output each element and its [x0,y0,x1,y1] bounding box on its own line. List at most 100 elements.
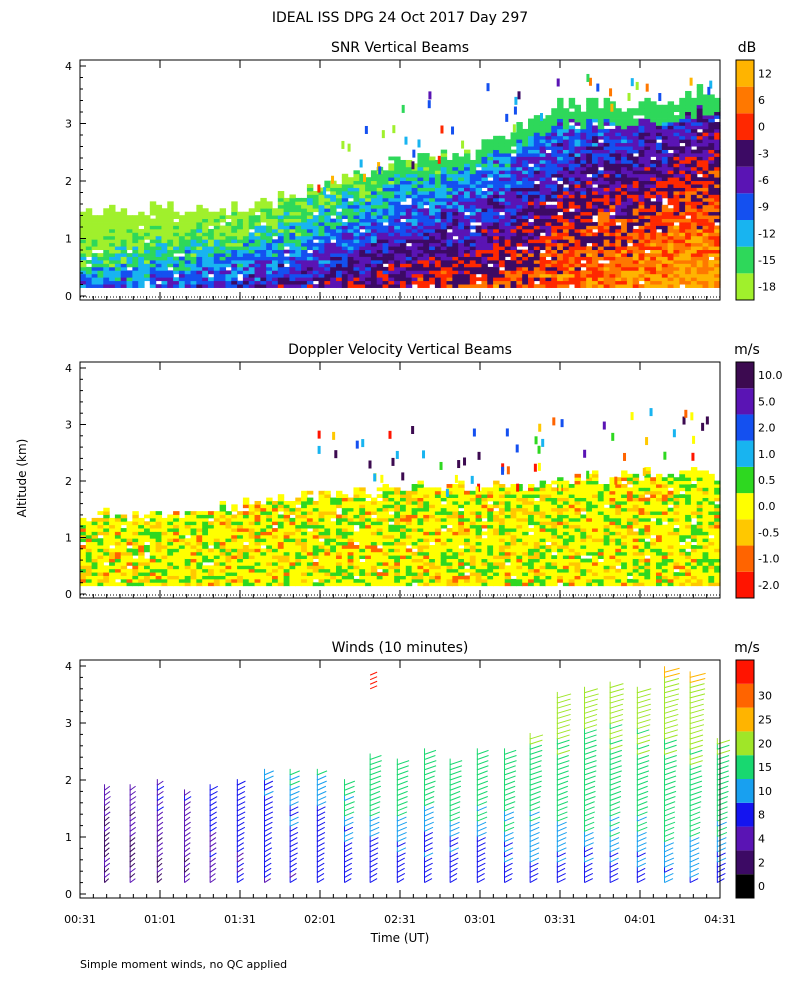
heat-cell [242,246,250,251]
heat-cell [114,277,122,282]
heat-cell [528,173,535,178]
heat-cell [464,266,471,271]
heat-cell [394,187,401,192]
heat-cell [580,263,587,268]
heat-cell [347,235,355,240]
heat-cell [266,266,273,271]
heat-cell [461,140,465,149]
heat-cell [353,246,360,251]
heat-cell [378,166,382,175]
heat-cell [126,232,133,237]
heat-cell [504,266,512,271]
heat-cell [144,249,151,254]
heat-cell [650,218,657,223]
heat-cell [272,521,279,526]
heat-cell [609,260,616,264]
heat-cell [219,528,227,532]
heat-cell [609,208,616,213]
heat-cell [353,249,360,254]
heat-cell [574,184,581,188]
heat-cell [685,284,692,288]
heat-cell [440,204,448,209]
heat-cell [80,538,87,543]
heat-cell [295,218,302,223]
heat-cell [324,204,331,209]
heat-cell [644,239,651,244]
heat-cell [190,548,197,553]
heat-cell [376,204,384,209]
heat-cell [213,284,221,288]
heat-cell [155,249,163,254]
heat-cell [638,266,645,271]
heat-cell [621,118,628,123]
heat-cell [91,218,99,223]
heat-cell [190,263,197,268]
heat-cell [679,104,686,109]
heat-cell [231,284,238,288]
heat-cell [405,204,413,209]
heat-cell [237,280,244,285]
heat-cell [370,273,378,278]
heat-cell [225,561,232,566]
heat-cell [685,222,692,226]
heat-cell [673,184,680,188]
heat-cell [219,211,227,216]
heat-cell [574,273,581,278]
heat-cell [621,125,628,130]
heat-cell [528,239,535,244]
heat-cell [609,159,616,164]
heat-cell [417,225,424,230]
heat-cell [213,253,221,257]
heat-cell [173,242,180,247]
heat-cell [562,187,570,192]
heat-cell [190,222,197,226]
heat-cell [434,232,442,237]
heat-cell [475,242,483,247]
heat-cell [417,173,424,178]
heat-cell [702,270,709,275]
heat-cell [341,273,349,278]
heat-cell [126,280,133,285]
heat-cell [138,273,145,278]
heat-cell [196,575,203,580]
heat-cell [405,260,413,264]
heat-cell [341,256,349,261]
y-tick-label: 4 [65,60,72,73]
heat-cell [341,211,349,216]
heat-cell [702,128,709,133]
heat-cell [650,204,657,209]
heat-cell [306,235,314,240]
heat-cell [254,204,261,209]
heat-cell [370,184,378,188]
heat-cell [667,270,675,275]
heat-cell [481,235,488,240]
heat-cell [324,187,331,192]
heat-cell [388,166,395,171]
heat-cell [551,108,558,113]
heat-cell [696,177,704,182]
heat-cell [109,204,116,209]
heat-cell [376,191,384,195]
heat-cell [644,156,651,161]
heat-cell [260,284,267,288]
colorbar-unit: dB [738,40,757,56]
heat-cell [586,218,593,223]
heat-cell [702,149,709,154]
heat-cell [411,260,419,264]
heat-cell [690,125,698,130]
heat-cell [173,565,180,570]
heat-cell [626,122,634,126]
heat-cell [533,242,541,247]
heat-cell [667,228,675,233]
heat-cell [85,531,93,536]
heat-cell [208,565,215,570]
heat-cell [202,582,209,587]
heat-cell [621,111,628,116]
heat-cell [103,575,110,580]
heat-cell [359,263,366,268]
heat-cell [132,280,139,285]
heat-cell [365,204,372,209]
heat-cell [493,263,500,268]
heat-cell [196,204,203,209]
heat-cell [109,284,116,288]
